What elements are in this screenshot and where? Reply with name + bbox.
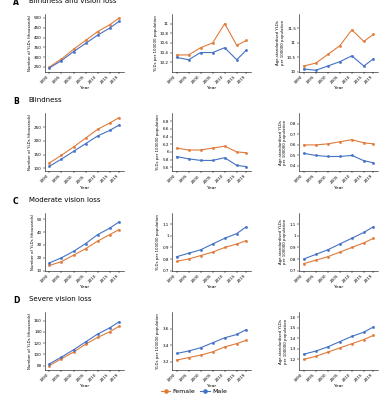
- Text: C: C: [13, 197, 19, 206]
- Y-axis label: Age-standardised YLDs
per 100000 population: Age-standardised YLDs per 100000 populat…: [279, 318, 288, 364]
- X-axis label: Year: Year: [207, 86, 216, 90]
- Y-axis label: Age-standardised YLDs
per 100000 population: Age-standardised YLDs per 100000 populat…: [279, 219, 288, 264]
- Y-axis label: Number of YLDs (thousands): Number of YLDs (thousands): [28, 15, 32, 71]
- X-axis label: Year: Year: [207, 285, 216, 289]
- Y-axis label: Number of YLDs (thousands): Number of YLDs (thousands): [28, 114, 32, 170]
- Legend: Female, Male: Female, Male: [158, 386, 230, 397]
- Y-axis label: Number of YLDs (thousands): Number of YLDs (thousands): [31, 214, 35, 270]
- Text: D: D: [13, 296, 19, 305]
- X-axis label: Year: Year: [80, 285, 89, 289]
- X-axis label: Year: Year: [80, 86, 89, 90]
- Text: Severe vision loss: Severe vision loss: [29, 296, 91, 302]
- Text: B: B: [13, 97, 19, 106]
- Y-axis label: YLDs per 100000 population: YLDs per 100000 population: [156, 114, 160, 170]
- Y-axis label: YLDs per 100000 population: YLDs per 100000 population: [156, 313, 160, 369]
- X-axis label: Year: Year: [207, 186, 216, 190]
- Text: Moderate vision loss: Moderate vision loss: [29, 197, 100, 203]
- X-axis label: Year: Year: [80, 186, 89, 190]
- X-axis label: Year: Year: [80, 384, 89, 388]
- Y-axis label: Number of YLDs (thousands): Number of YLDs (thousands): [28, 313, 32, 369]
- Y-axis label: YLDs per 100000 population: YLDs per 100000 population: [154, 15, 158, 71]
- X-axis label: Year: Year: [334, 285, 343, 289]
- Text: Blindness: Blindness: [29, 97, 62, 103]
- Text: Blindness and vision loss: Blindness and vision loss: [29, 0, 116, 4]
- X-axis label: Year: Year: [334, 86, 343, 90]
- X-axis label: Year: Year: [334, 186, 343, 190]
- Text: A: A: [13, 0, 19, 7]
- X-axis label: Year: Year: [334, 384, 343, 388]
- Y-axis label: Age-standardised YLDs
per 100000 population: Age-standardised YLDs per 100000 populat…: [276, 20, 285, 66]
- Y-axis label: Age-standardised YLDs
per 100000 population: Age-standardised YLDs per 100000 populat…: [279, 120, 288, 165]
- X-axis label: Year: Year: [207, 384, 216, 388]
- Y-axis label: YLDs per 100000 population: YLDs per 100000 population: [156, 214, 160, 270]
